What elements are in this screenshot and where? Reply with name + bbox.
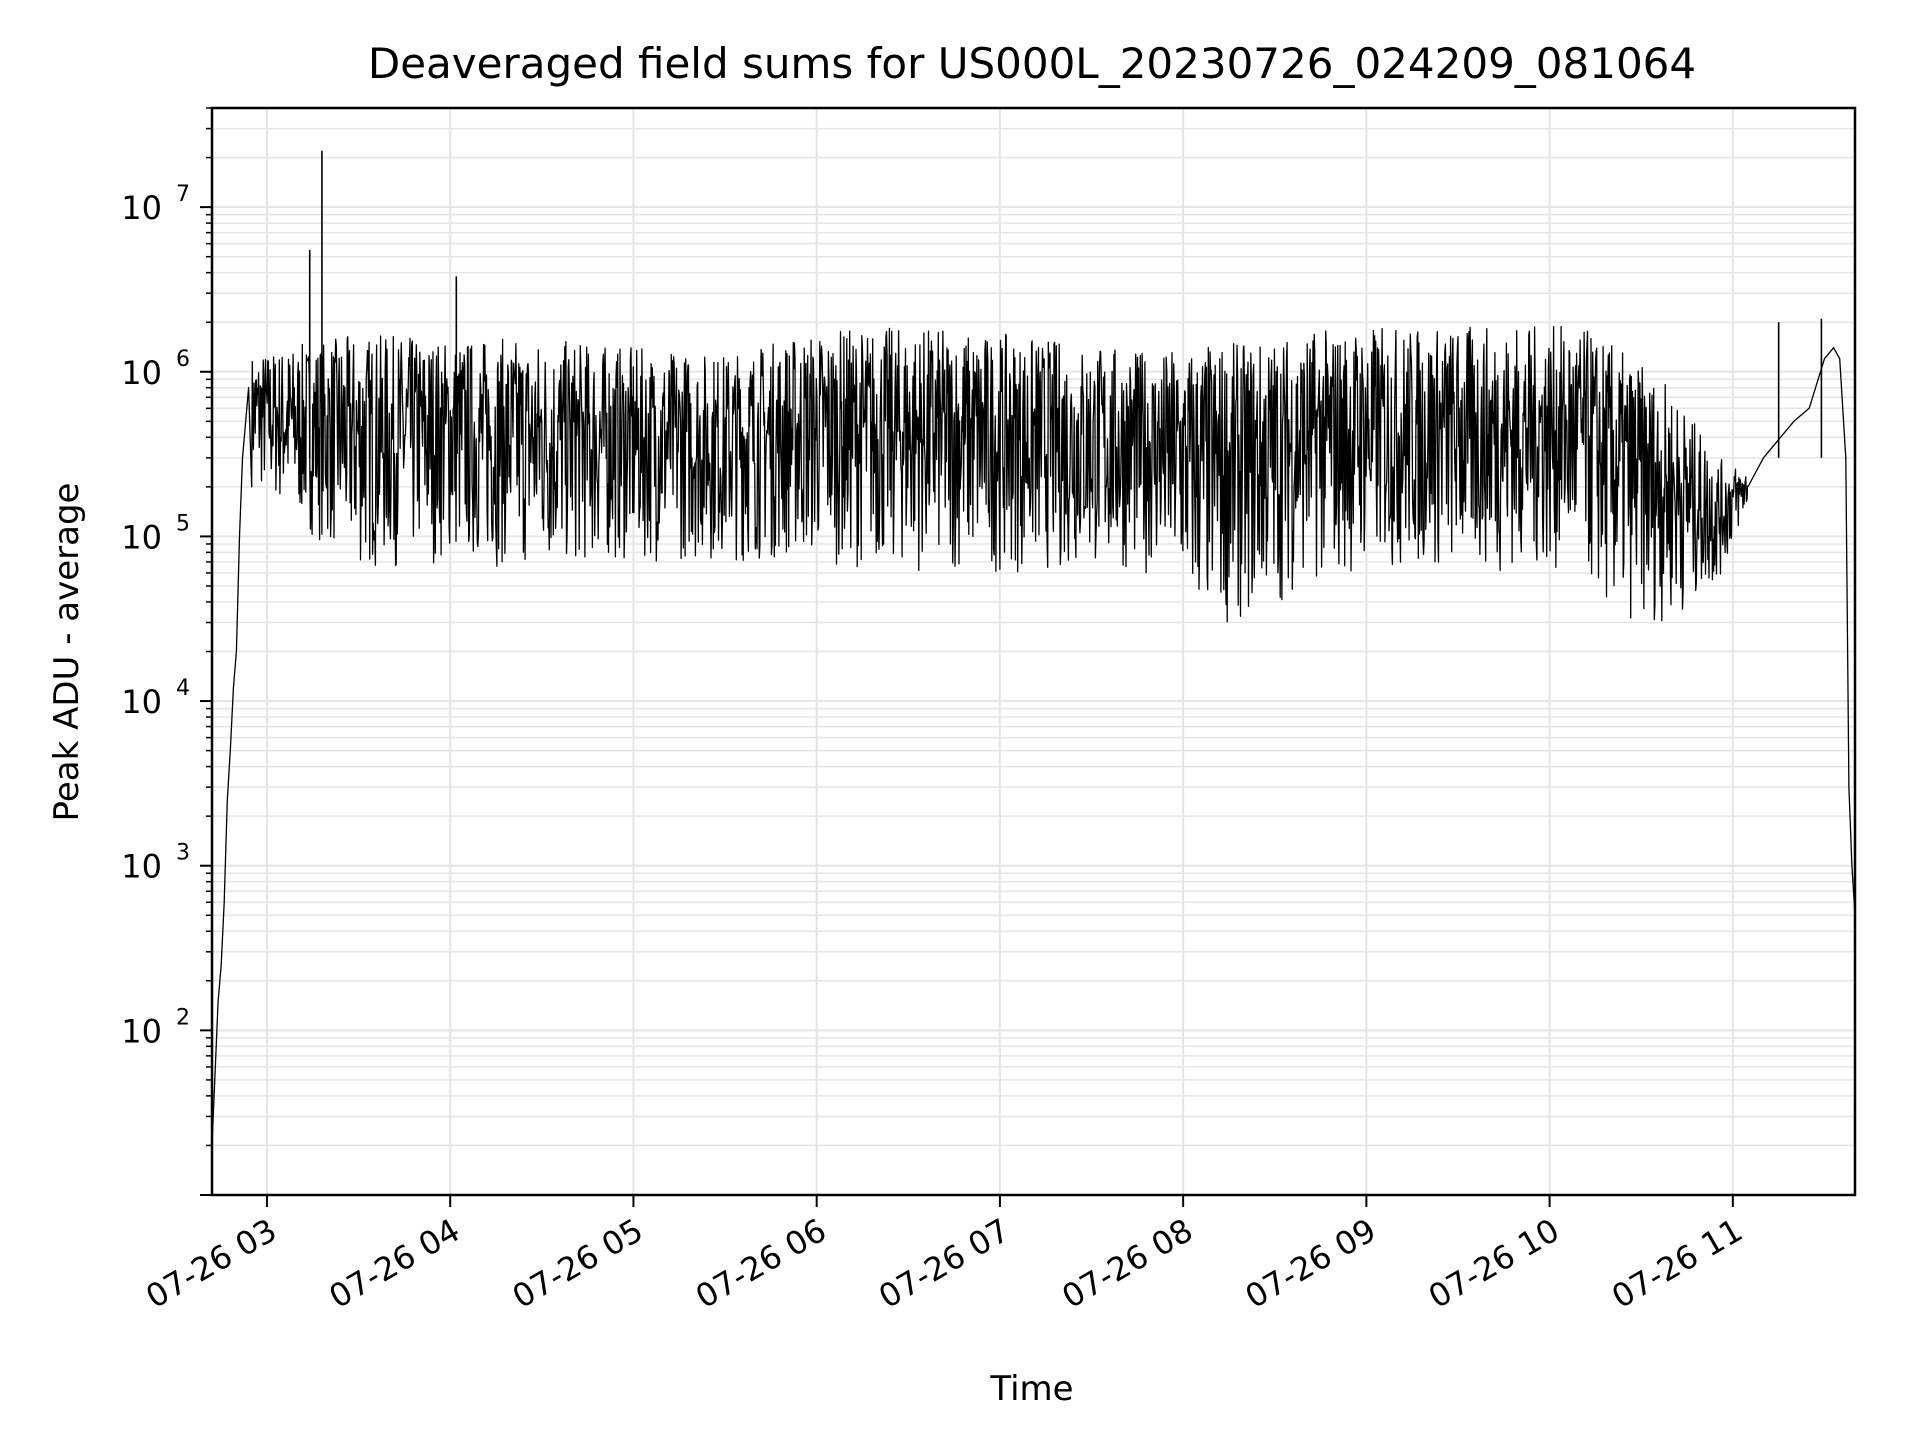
y-tick-exponent: 3 — [176, 841, 190, 866]
data-series — [212, 150, 1855, 1146]
x-axis-label: Time — [989, 1369, 1073, 1409]
chart-title: Deaveraged field sums for US000L_2023072… — [368, 39, 1696, 88]
y-tick-exponent: 4 — [176, 676, 190, 701]
y-tick-label: 10 — [121, 189, 162, 227]
y-tick-exponent: 7 — [176, 182, 190, 207]
series-line — [212, 325, 1855, 1146]
y-axis-label: Peak ADU - average — [47, 483, 87, 822]
y-tick-label: 10 — [121, 683, 162, 721]
grid — [212, 107, 1855, 1196]
y-tick-label: 10 — [121, 354, 162, 392]
y-tick-exponent: 2 — [176, 1005, 190, 1030]
y-tick-exponent: 6 — [176, 347, 190, 372]
y-tick-exponent: 5 — [176, 511, 190, 536]
y-tick-label: 10 — [121, 1012, 162, 1050]
plot-area — [212, 150, 1855, 1146]
y-tick-label: 10 — [121, 518, 162, 556]
y-tick-label: 10 — [121, 848, 162, 886]
